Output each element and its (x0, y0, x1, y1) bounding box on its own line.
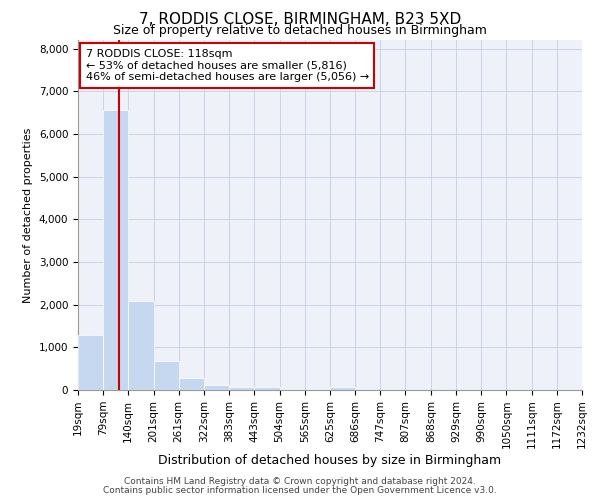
X-axis label: Distribution of detached houses by size in Birmingham: Distribution of detached houses by size … (158, 454, 502, 467)
Bar (330, 388, 355, 390)
Text: 7, RODDIS CLOSE, BIRMINGHAM, B23 5XD: 7, RODDIS CLOSE, BIRMINGHAM, B23 5XD (139, 12, 461, 28)
Text: Contains HM Land Registry data © Crown copyright and database right 2024.: Contains HM Land Registry data © Crown c… (124, 477, 476, 486)
Bar (229, 388, 254, 390)
Text: 7 RODDIS CLOSE: 118sqm
← 53% of detached houses are smaller (5,816)
46% of semi-: 7 RODDIS CLOSE: 118sqm ← 53% of detached… (86, 49, 369, 82)
Bar (179, 378, 204, 390)
Bar (254, 388, 280, 390)
Bar (103, 110, 128, 390)
Bar (154, 361, 179, 390)
Bar (128, 301, 154, 390)
Y-axis label: Number of detached properties: Number of detached properties (23, 128, 33, 302)
Text: Size of property relative to detached houses in Birmingham: Size of property relative to detached ho… (113, 24, 487, 37)
Bar (78, 334, 103, 390)
Text: Contains public sector information licensed under the Open Government Licence v3: Contains public sector information licen… (103, 486, 497, 495)
Bar (204, 386, 229, 390)
